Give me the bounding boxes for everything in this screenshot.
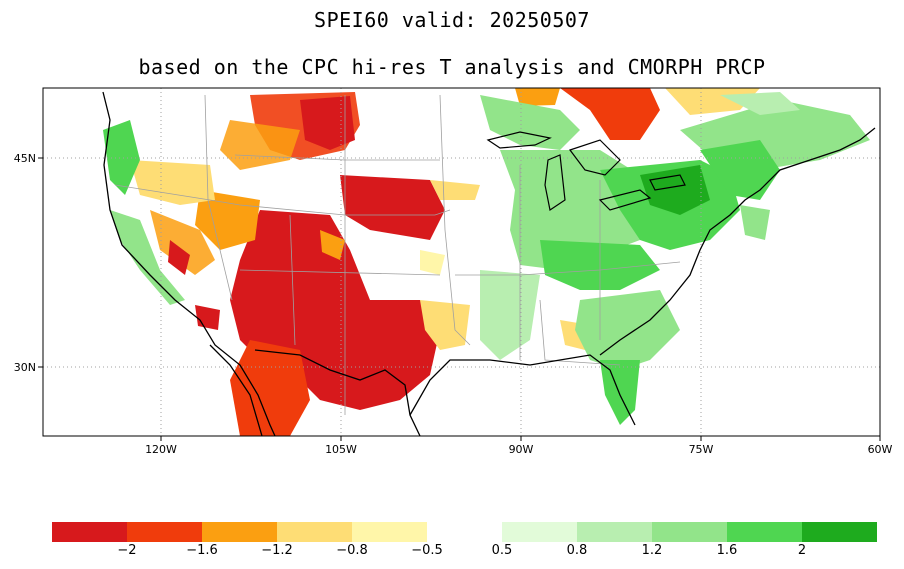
- lat-label-45n: 45N: [14, 152, 36, 165]
- colorbar-bin: [427, 522, 502, 542]
- colorbar-tick-label: −0.8: [336, 543, 368, 558]
- state-borders: [114, 94, 681, 415]
- lon-label-60w: 60W: [868, 443, 893, 456]
- colorbar-bin: [802, 522, 877, 542]
- colorbar-tick-label: 0.8: [566, 543, 588, 558]
- colorbar-tick-label: 2: [797, 543, 807, 558]
- colorbar-bin: [127, 522, 202, 542]
- lon-label-75w: 75W: [689, 443, 714, 456]
- colorbar-tick-label: −2: [117, 543, 137, 558]
- colorbar-tick-label: −1.2: [261, 543, 293, 558]
- coastlines: [102, 91, 876, 436]
- colorbar-tick-label: 1.6: [716, 543, 738, 558]
- colorbar-tick-label: 1.2: [641, 543, 663, 558]
- lon-label-90w: 90W: [509, 443, 534, 456]
- colorbar-bin: [202, 522, 277, 542]
- lon-label-105w: 105W: [325, 443, 357, 456]
- colorbar-bin: [52, 522, 127, 542]
- colorbar-bin: [652, 522, 727, 542]
- colorbar-tick-label: −1.6: [186, 543, 218, 558]
- colorbar-tick-label: −0.5: [411, 543, 443, 558]
- lat-axis: 45N 30N: [14, 152, 43, 374]
- wet-regions: [103, 92, 870, 425]
- colorbar-bin: [277, 522, 352, 542]
- great-lakes: [486, 131, 686, 211]
- lon-label-120w: 120W: [145, 443, 177, 456]
- map-title: SPEI60 valid: 20250507: [314, 8, 590, 32]
- drought-regions: [130, 88, 760, 436]
- colorbar: [52, 522, 877, 542]
- colorbar-bin: [577, 522, 652, 542]
- colorbar-bin: [502, 522, 577, 542]
- colorbar-bin: [352, 522, 427, 542]
- map-frame: [42, 87, 881, 437]
- map-subtitle: based on the CPC hi-res T analysis and C…: [138, 55, 766, 79]
- colorbar-bin: [727, 522, 802, 542]
- lat-label-30n: 30N: [14, 361, 36, 374]
- colorbar-tick-label: 0.5: [491, 543, 513, 558]
- lon-axis: 120W 105W 90W 75W 60W: [145, 436, 893, 456]
